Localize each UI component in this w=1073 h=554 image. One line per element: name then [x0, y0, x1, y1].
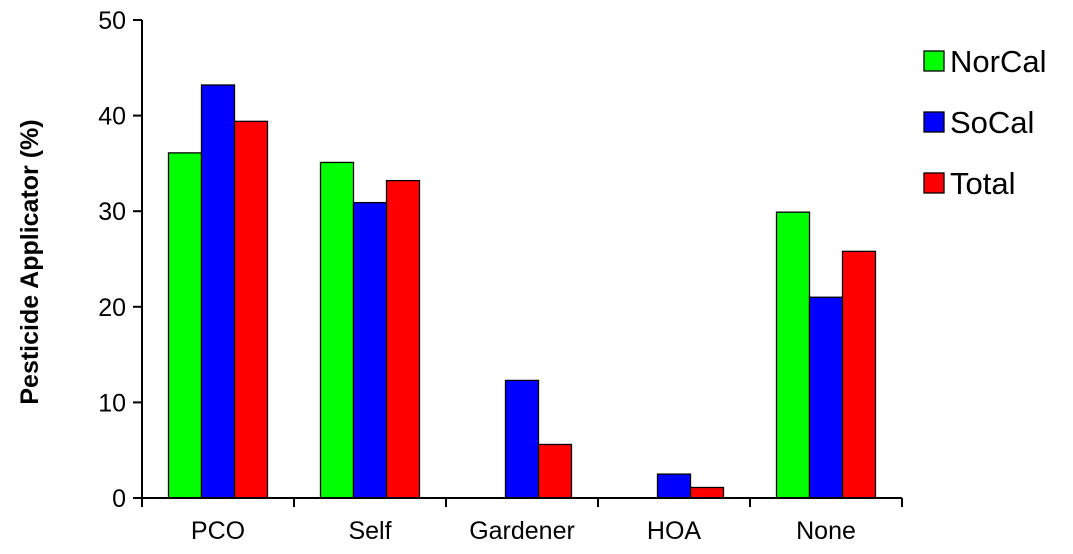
- legend-swatch-total: [923, 172, 945, 194]
- labels-layer: 0 10 20 30 40 50 PCO Self Gardener HOA None: [98, 7, 856, 545]
- y-tick-label-40: 40: [98, 103, 126, 131]
- y-tick-label-30: 30: [98, 198, 126, 226]
- x-tick-label-self: Self: [348, 517, 391, 545]
- bar-socal-gardener: [504, 379, 540, 499]
- bar-total-none: [841, 250, 877, 499]
- x-tick-label-gardener: Gardener: [469, 517, 575, 545]
- legend-swatch-norcal: [923, 50, 945, 72]
- bar-total-gardener: [537, 443, 573, 499]
- bar-socal-none: [808, 296, 844, 499]
- bars-layer: [167, 84, 877, 499]
- bar-norcal-pco: [167, 152, 203, 499]
- bar-socal-hoa: [656, 473, 692, 499]
- axes-layer: [133, 19, 903, 507]
- legend-label-socal: SoCal: [950, 105, 1034, 140]
- legend-label-total: Total: [950, 166, 1015, 201]
- bar-total-hoa: [689, 486, 725, 499]
- legend-swatch-socal: [923, 111, 945, 133]
- y-axis-title: Pesticide Applicator (%): [16, 119, 44, 404]
- bar-norcal-none: [775, 211, 811, 499]
- legend: NorCal SoCal Total: [923, 44, 1046, 201]
- y-tick-label-10: 10: [98, 389, 126, 417]
- bar-total-self: [385, 179, 421, 499]
- x-tick-label-hoa: HOA: [647, 517, 702, 545]
- y-tick-label-50: 50: [98, 7, 126, 35]
- x-tick-label-pco: PCO: [191, 517, 245, 545]
- y-tick-label-0: 0: [112, 485, 126, 513]
- y-tick-label-20: 20: [98, 294, 126, 322]
- bar-total-pco: [233, 120, 269, 499]
- bar-socal-pco: [200, 84, 236, 499]
- bar-socal-self: [352, 201, 388, 499]
- legend-label-norcal: NorCal: [950, 44, 1046, 79]
- bar-norcal-self: [319, 161, 355, 499]
- x-tick-label-none: None: [796, 517, 856, 545]
